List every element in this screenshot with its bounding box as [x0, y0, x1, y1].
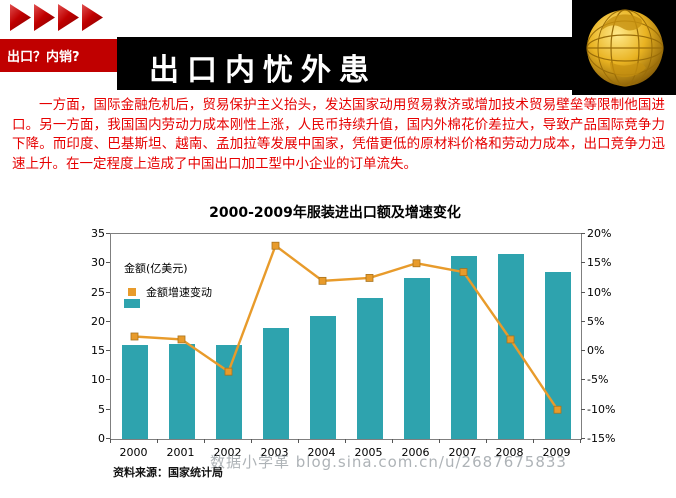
axis-tick: [106, 262, 110, 264]
x-axis-label: 2008: [495, 446, 524, 459]
y-axis-label-right: 20%: [587, 227, 612, 240]
legend-item: 金额增速变动: [124, 284, 212, 300]
x-axis-label: 2001: [166, 446, 195, 459]
growth-marker: [365, 274, 374, 282]
axis-tick: [157, 439, 158, 443]
section-tag-label: 出口？内销?: [7, 50, 80, 65]
chevron-right-icon: [82, 4, 103, 31]
axis-tick: [392, 439, 393, 443]
combo-chart: 金额(亿美元) 金额增速变动 0 5 10 15 20 25 30 35 -15% -10% -5% 0…: [85, 226, 655, 468]
axis-tick: [106, 379, 110, 381]
x-axis-label: 2002: [213, 446, 242, 459]
axis-tick: [204, 439, 205, 443]
growth-marker: [224, 367, 233, 376]
y-axis-label-left: 30: [91, 256, 105, 270]
y-axis-label-right: 10%: [587, 285, 612, 299]
x-axis-label: 2007: [448, 446, 477, 459]
x-axis-label: 2004: [307, 446, 336, 459]
y-axis-label-right: 0%: [587, 344, 605, 358]
amount-bar: [215, 345, 242, 439]
axis-tick: [581, 438, 585, 439]
axis-tick: [106, 438, 110, 439]
axis-tick: [581, 233, 585, 234]
y-axis-label-right: -5%: [587, 373, 609, 387]
x-axis-label: 2009: [542, 446, 571, 459]
axis-tick: [106, 320, 110, 322]
axis-tick: [581, 262, 585, 264]
legend-swatch-bar: [124, 299, 140, 308]
growth-marker: [553, 405, 562, 414]
axis-tick: [581, 379, 585, 381]
axis-tick: [533, 439, 534, 443]
plot-area: 金额(亿美元) 金额增速变动: [110, 233, 582, 440]
chevron-right-icon: [58, 4, 79, 31]
growth-marker: [318, 276, 327, 285]
watermark-text: 数据小学革 blog.sina.com.cn/u/2687675833: [210, 453, 567, 471]
amount-bar: [450, 256, 477, 439]
axis-tick: [581, 320, 585, 322]
axis-tick: [581, 408, 585, 410]
axis-tick: [298, 439, 299, 443]
y-axis-label-left: 10: [91, 373, 105, 387]
page-title: 出口内忧外患: [149, 53, 377, 88]
axis-tick: [106, 350, 110, 352]
amount-bar: [309, 316, 336, 439]
axis-tick: [580, 439, 581, 443]
y-axis-label-left: 15: [91, 344, 105, 358]
y-axis-label-right: 5%: [587, 314, 605, 328]
axis-tick: [110, 439, 111, 443]
axis-tick: [581, 350, 585, 352]
y-axis-label-left: 20: [91, 314, 105, 328]
growth-marker: [506, 335, 515, 344]
x-axis-label: 2000: [119, 446, 148, 459]
amount-bar: [168, 343, 195, 439]
x-axis-label: 2006: [401, 446, 430, 459]
growth-marker: [130, 332, 139, 341]
y-axis-label-right: -10%: [587, 402, 616, 416]
y-axis-label-left: 35: [91, 227, 105, 240]
legend-label: 金额(亿美元): [124, 262, 188, 275]
amount-bar: [497, 253, 524, 439]
axis-tick: [345, 439, 346, 443]
axis-tick: [486, 439, 487, 443]
axis-tick: [106, 291, 110, 293]
axis-tick: [581, 291, 585, 293]
y-axis-label-right: 15%: [587, 256, 612, 270]
x-axis-label: 2003: [260, 446, 289, 459]
axis-tick: [106, 233, 110, 234]
growth-marker: [271, 241, 280, 250]
growth-marker: [412, 259, 421, 268]
growth-marker: [177, 335, 186, 344]
y-axis-label-right: -15%: [587, 432, 616, 445]
y-axis-label-left: 0: [98, 432, 105, 445]
growth-marker: [459, 268, 468, 276]
decorative-chevrons: [10, 4, 103, 31]
globe-image: [572, 0, 676, 95]
growth-polyline: [134, 243, 559, 411]
axis-tick: [106, 408, 110, 410]
growth-line-layer: [130, 241, 562, 414]
chevron-right-icon: [10, 4, 31, 31]
legend-label: 金额增速变动: [146, 286, 212, 299]
amount-bar: [403, 277, 430, 439]
legend-item: 金额(亿美元): [124, 260, 212, 308]
axis-tick: [439, 439, 440, 443]
chart-legend: 金额(亿美元) 金额增速变动: [124, 260, 212, 308]
section-tag: 出口？内销?: [0, 39, 117, 72]
y-axis-label-left: 5: [98, 402, 105, 416]
amount-bar: [121, 345, 148, 439]
axis-tick: [251, 439, 252, 443]
body-paragraph: 一方面，国际金融危机后，贸易保护主义抬头，发达国家动用贸易救济或增加技术贸易壁垒…: [12, 97, 665, 172]
amount-bar: [356, 298, 383, 439]
amount-bar: [262, 327, 289, 439]
source-note: 资料来源：国家统计局: [113, 466, 223, 479]
globe-icon: [572, 0, 676, 95]
y-axis-label-left: 25: [91, 285, 105, 299]
chart-title: 2000-2009年服装进出口额及增速变化: [209, 205, 461, 221]
x-axis-label: 2005: [354, 446, 383, 459]
chevron-right-icon: [34, 4, 55, 31]
legend-swatch-line: [128, 288, 136, 296]
